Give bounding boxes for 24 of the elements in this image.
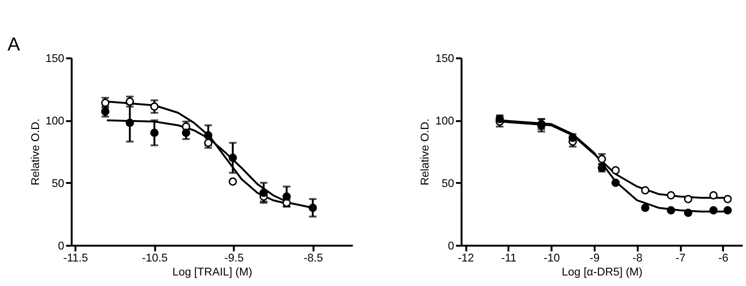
y-tick-label: 150 <box>435 53 454 66</box>
y-tick-label: 100 <box>45 116 64 128</box>
y-tick-label: 0 <box>58 240 64 252</box>
x-tick-label: -8 <box>632 252 643 265</box>
x-tick-label: -10.5 <box>142 252 168 265</box>
y-tick-label: 150 <box>45 53 64 66</box>
x-tick-label: -7 <box>675 252 686 265</box>
x-axis-title: Log [α-DR5] (M) <box>562 266 643 279</box>
y-tick-label: 100 <box>435 116 454 128</box>
x-axis-title: Log [TRAIL] (M) <box>172 266 252 279</box>
y-tick-label: 50 <box>442 178 454 190</box>
y-axis-title: Relative O.D. <box>420 118 432 186</box>
x-tick-label: -11 <box>501 252 516 265</box>
x-tick-label: -9.5 <box>224 252 244 265</box>
x-tick-label: -12 <box>458 252 474 265</box>
x-tick-label: -8.5 <box>304 252 323 265</box>
y-tick-label: 0 <box>448 240 454 252</box>
text: A <box>7 33 20 54</box>
x-tick-label: -6 <box>718 252 728 265</box>
x-tick-label: -9 <box>590 252 600 265</box>
x-tick-label: -11.5 <box>63 252 88 265</box>
x-tick-label: -10 <box>544 252 560 265</box>
y-tick-label: 50 <box>52 178 64 190</box>
y-axis-title: Relative O.D. <box>30 118 42 186</box>
